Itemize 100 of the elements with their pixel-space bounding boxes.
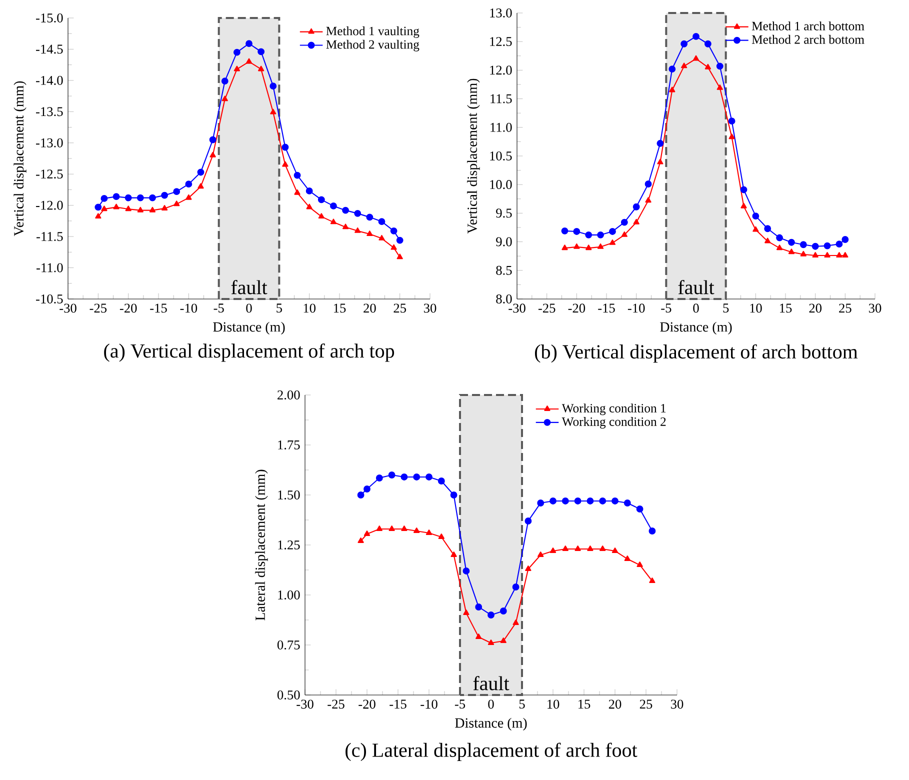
y-tick-label: -15.0 bbox=[36, 13, 63, 23]
legend-label: Method 1 vaulting bbox=[326, 26, 420, 38]
point bbox=[550, 498, 556, 504]
point bbox=[426, 474, 432, 480]
band-label: fault bbox=[473, 676, 510, 690]
legend-label: Method 2 vaulting bbox=[326, 40, 420, 52]
point bbox=[740, 186, 748, 194]
point bbox=[400, 474, 408, 480]
point bbox=[609, 239, 616, 245]
point bbox=[752, 212, 760, 220]
point bbox=[124, 194, 132, 202]
x-tick-label: -15 bbox=[150, 304, 167, 313]
point bbox=[388, 472, 396, 478]
point bbox=[632, 203, 640, 210]
point bbox=[612, 548, 618, 553]
point bbox=[692, 55, 700, 61]
y-tick-label: 11.5 bbox=[490, 94, 512, 104]
x-tick-label: -30 bbox=[296, 700, 314, 709]
point bbox=[764, 238, 771, 244]
point bbox=[94, 204, 102, 211]
point bbox=[475, 604, 482, 610]
point bbox=[842, 236, 849, 243]
point bbox=[95, 213, 102, 219]
point bbox=[401, 526, 408, 531]
y-tick-label: -13.5 bbox=[36, 107, 63, 116]
x-tick-label: -15 bbox=[598, 304, 615, 313]
legend-label: Working condition 1 bbox=[562, 404, 666, 416]
point bbox=[149, 194, 156, 202]
point bbox=[173, 188, 180, 196]
point bbox=[282, 144, 289, 151]
point bbox=[645, 197, 652, 203]
legend-label: Method 1 arch bottom bbox=[752, 21, 864, 30]
point bbox=[716, 84, 723, 90]
point bbox=[246, 40, 252, 48]
x-tick-label: 20 bbox=[608, 700, 622, 709]
point bbox=[342, 224, 349, 230]
point bbox=[294, 172, 301, 179]
x-tick-label: -10 bbox=[420, 700, 438, 709]
x-axis-title: Distance (m) bbox=[660, 322, 732, 335]
point bbox=[644, 180, 652, 188]
point bbox=[788, 248, 795, 254]
legend-label: Method 2 arch bottom bbox=[752, 34, 864, 44]
point bbox=[438, 534, 444, 539]
point bbox=[462, 568, 470, 574]
point bbox=[221, 78, 228, 85]
point bbox=[648, 528, 656, 534]
y-tick-label: -13.0 bbox=[36, 138, 63, 148]
y-tick-label: 0.50 bbox=[277, 690, 300, 700]
point bbox=[586, 244, 592, 250]
point bbox=[776, 244, 783, 250]
point bbox=[318, 213, 324, 219]
point bbox=[636, 506, 644, 512]
x-tick-label: 5 bbox=[276, 304, 282, 313]
point bbox=[330, 202, 337, 210]
point bbox=[716, 62, 724, 70]
point bbox=[488, 640, 494, 645]
x-axis-title: Distance (m) bbox=[213, 322, 285, 335]
point bbox=[270, 108, 276, 114]
y-tick-label: -10.5 bbox=[36, 294, 63, 304]
point bbox=[740, 202, 747, 208]
point bbox=[294, 189, 300, 195]
point bbox=[438, 478, 445, 484]
point bbox=[100, 194, 108, 202]
point bbox=[342, 206, 350, 214]
point bbox=[597, 231, 604, 238]
point bbox=[620, 218, 628, 226]
point bbox=[233, 48, 240, 56]
point bbox=[376, 526, 382, 531]
y-tick-label: -12.0 bbox=[36, 200, 63, 210]
point bbox=[680, 40, 688, 48]
point bbox=[450, 552, 457, 557]
point bbox=[414, 528, 420, 533]
point bbox=[450, 492, 458, 498]
point bbox=[426, 530, 432, 535]
point bbox=[824, 242, 831, 250]
point bbox=[600, 546, 606, 551]
point bbox=[669, 86, 676, 92]
y-tick-label: 12.5 bbox=[490, 37, 512, 46]
x-tick-label: 15 bbox=[578, 700, 590, 709]
point bbox=[562, 498, 569, 504]
point bbox=[657, 158, 664, 164]
point bbox=[174, 200, 180, 206]
point bbox=[524, 518, 532, 524]
x-tick-label: 5 bbox=[723, 304, 729, 313]
point bbox=[366, 214, 374, 221]
point bbox=[525, 566, 532, 571]
point bbox=[649, 578, 656, 583]
point bbox=[621, 231, 628, 237]
point bbox=[788, 238, 795, 246]
point bbox=[198, 183, 204, 189]
point bbox=[258, 66, 264, 72]
point bbox=[413, 474, 420, 480]
x-tick-label: 25 bbox=[394, 304, 406, 313]
x-tick-label: -5 bbox=[214, 304, 224, 313]
point bbox=[364, 486, 370, 492]
band-label: fault bbox=[678, 280, 714, 294]
point bbox=[354, 210, 362, 217]
y-tick-label: 9.5 bbox=[496, 208, 512, 218]
point bbox=[624, 500, 631, 506]
y-tick-label: 9.0 bbox=[496, 237, 512, 246]
